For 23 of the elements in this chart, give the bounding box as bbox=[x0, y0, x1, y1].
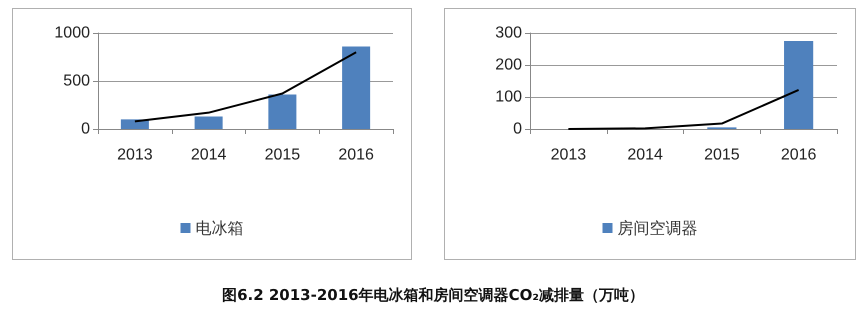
y-tick-label: 0 bbox=[513, 120, 522, 138]
y-tick-label: 100 bbox=[495, 88, 522, 106]
x-tick-label: 2016 bbox=[338, 146, 374, 164]
y-tick-label: 0 bbox=[81, 120, 90, 138]
y-tick-label: 200 bbox=[495, 56, 522, 74]
x-tick-label: 2014 bbox=[627, 146, 664, 164]
line-series bbox=[134, 51, 358, 122]
y-tick-label: 1000 bbox=[54, 24, 90, 42]
x-tick-label: 2013 bbox=[550, 146, 586, 164]
x-tick-label: 2015 bbox=[704, 146, 740, 164]
bar bbox=[194, 116, 223, 129]
x-tick-label: 2014 bbox=[190, 146, 227, 164]
line-series bbox=[567, 88, 800, 130]
x-tick-label: 2016 bbox=[780, 146, 817, 164]
caption: 图6.2 2013-2016年电冰箱和房间空调器CO₂减排量（万吨） bbox=[221, 286, 645, 305]
bar bbox=[268, 94, 296, 129]
y-tick-label: 500 bbox=[63, 72, 90, 90]
legend-label: 电冰箱 bbox=[196, 218, 244, 238]
bar bbox=[342, 46, 370, 129]
legend-label: 房间空调器 bbox=[618, 218, 698, 238]
x-tick-label: 2013 bbox=[117, 146, 153, 164]
x-tick-label: 2015 bbox=[264, 146, 300, 164]
y-tick-label: 300 bbox=[495, 24, 522, 42]
